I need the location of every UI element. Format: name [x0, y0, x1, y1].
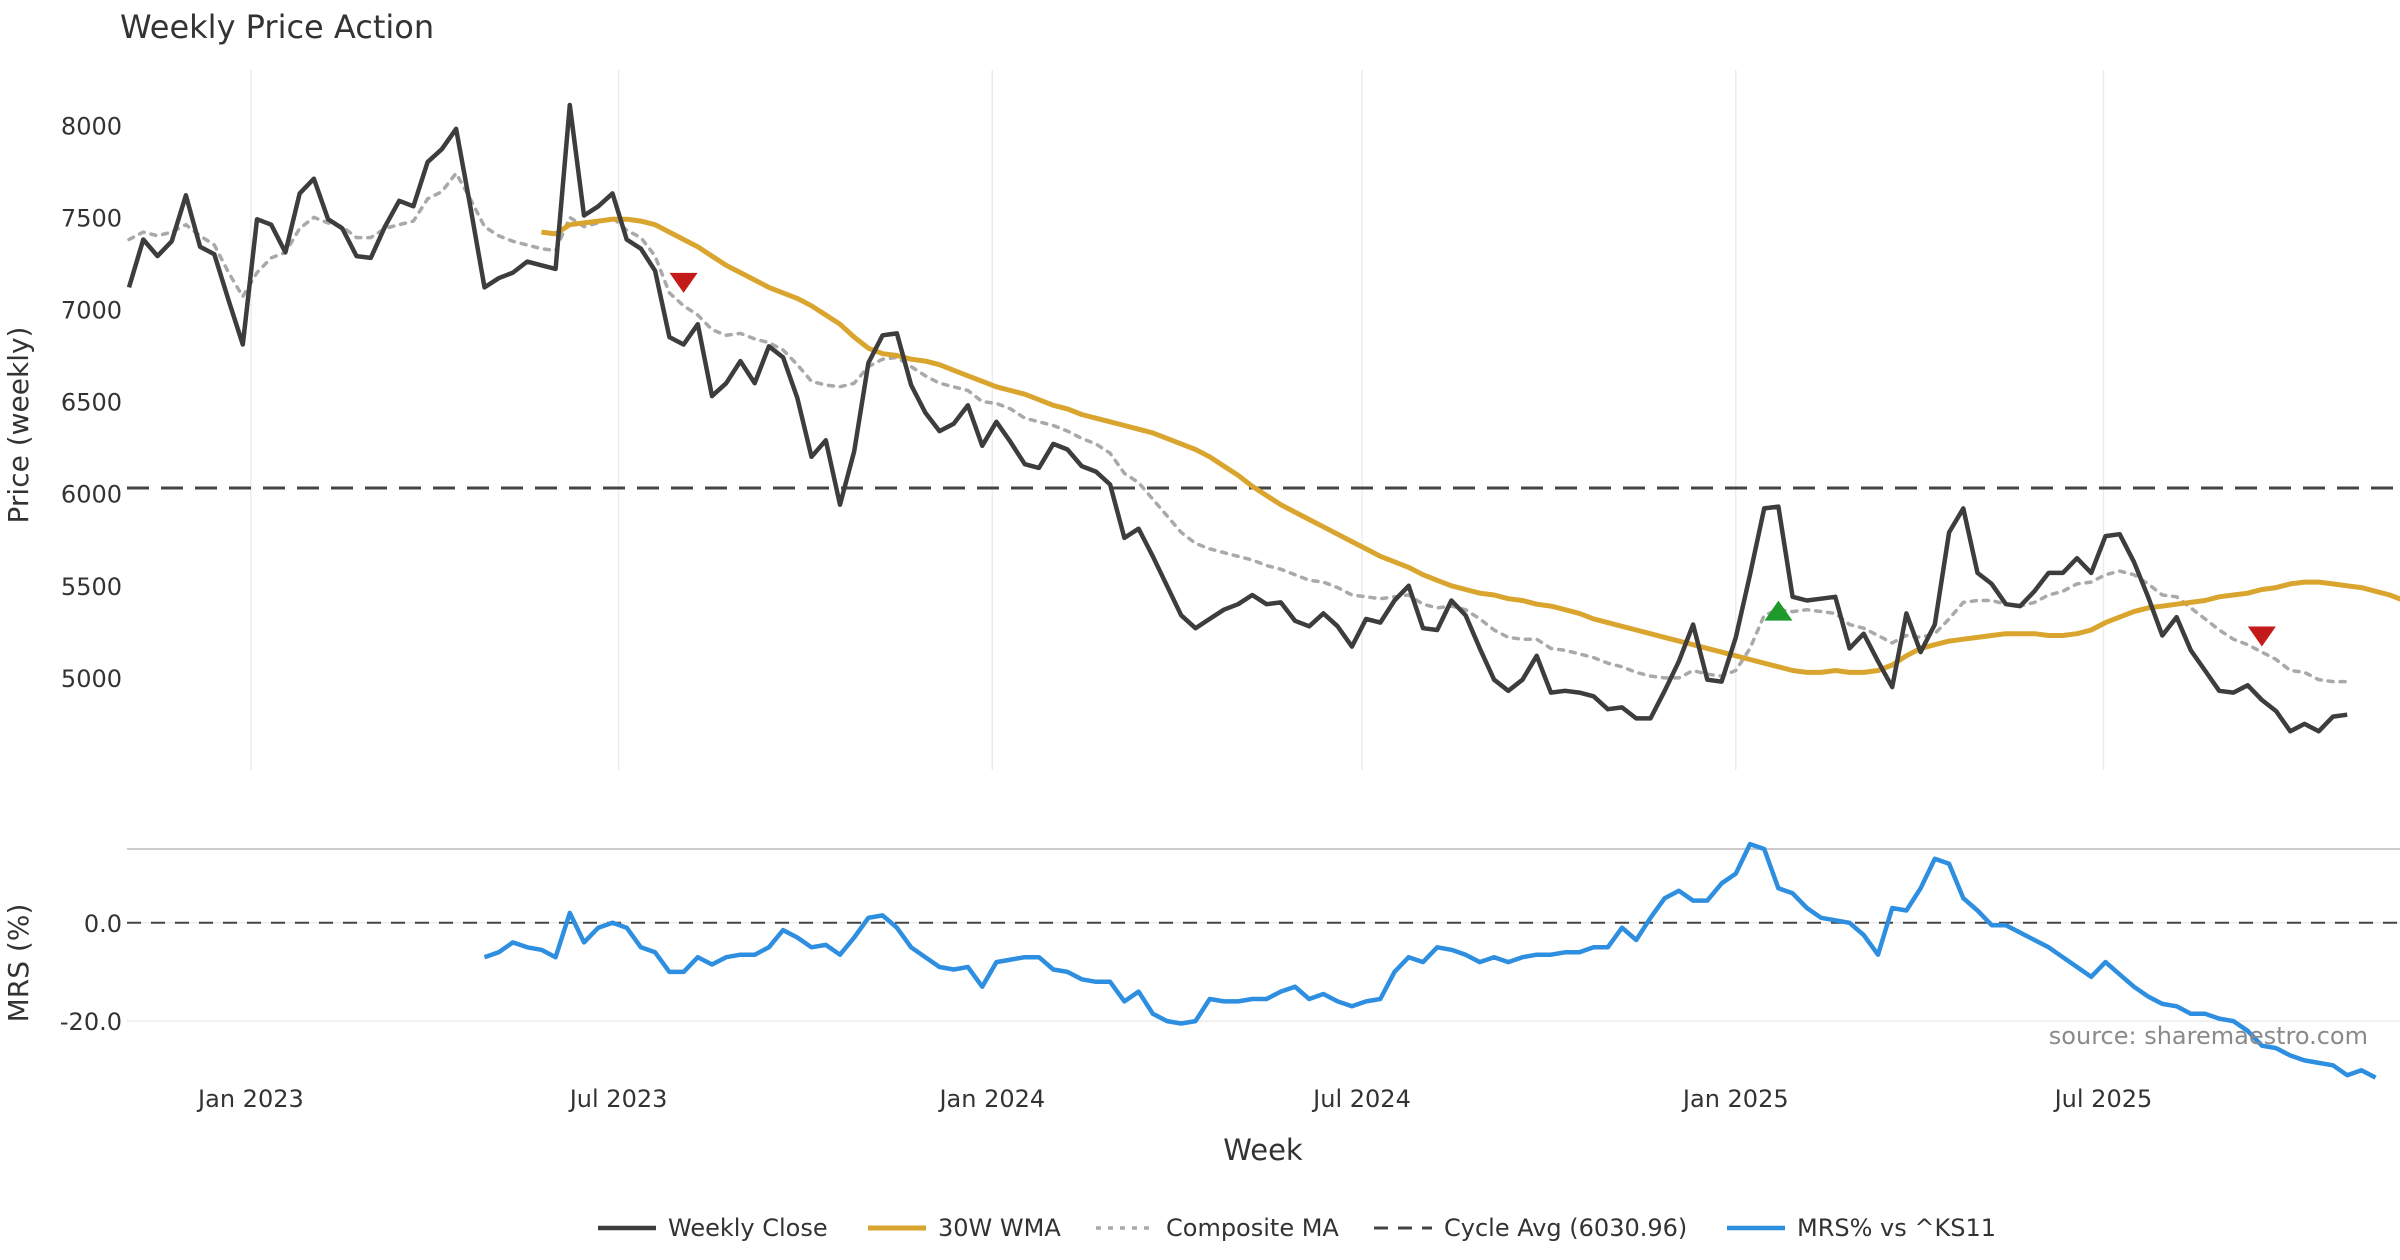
legend-item: MRS% vs ^KS11 — [1727, 1214, 1996, 1242]
chart-legend: Weekly Close 30W WMA Composite MA Cycle Avg… — [598, 1214, 1996, 1242]
legend-label: 30W WMA — [938, 1214, 1061, 1242]
x-tick-label: Jan 2024 — [937, 1085, 1045, 1113]
legend-label: Composite MA — [1166, 1214, 1339, 1242]
x-tick-label: Jul 2024 — [1311, 1085, 1411, 1113]
buy-signal-marker — [1764, 600, 1793, 621]
x-tick-label: Jul 2023 — [568, 1085, 668, 1113]
legend-item: Composite MA — [1096, 1214, 1339, 1242]
legend-item: 30W WMA — [868, 1214, 1061, 1242]
mrs-grid — [127, 922, 2400, 1022]
legend-item: Cycle Avg (6030.96) — [1374, 1214, 1687, 1242]
x-ticks: Jan 2023 Jul 2023 Jan 2024 Jul 2024 Jan 2025… — [196, 1085, 2152, 1113]
sell-signal-marker — [669, 272, 698, 293]
price-y-tick-label: 6500 — [61, 389, 122, 417]
mrs-y-axis-label: MRS (%) — [2, 904, 35, 1023]
price-y-tick-label: 5500 — [61, 573, 122, 601]
x-tick-label: Jul 2025 — [2053, 1085, 2153, 1113]
price-y-tick-label: 5000 — [61, 665, 122, 693]
x-axis-label: Week — [1223, 1133, 1303, 1167]
legend-label: Cycle Avg (6030.96) — [1444, 1214, 1687, 1242]
price-y-tick-label: 8000 — [61, 112, 122, 140]
price-y-tick-label: 6000 — [61, 481, 122, 509]
sell-signal-marker — [2247, 626, 2276, 647]
x-tick-label: Jan 2023 — [196, 1085, 304, 1113]
wma-30w-line — [541, 216, 2400, 675]
source-annotation: source: sharemaestro.com — [2049, 1022, 2368, 1050]
price-y-axis-label: Price (weekly) — [2, 327, 35, 524]
mrs-y-ticks: 0.0 -20.0 — [60, 910, 122, 1036]
mrs-y-tick-label: 0.0 — [84, 910, 122, 938]
mrs-line — [483, 841, 2377, 1080]
price-y-tick-label: 7000 — [61, 296, 122, 324]
x-tick-label: Jan 2025 — [1681, 1085, 1789, 1113]
signal-markers — [669, 272, 2276, 647]
mrs-y-tick-label: -20.0 — [60, 1008, 122, 1036]
composite-ma-line — [127, 170, 2349, 684]
legend-item: Weekly Close — [598, 1214, 828, 1242]
legend-label: Weekly Close — [668, 1214, 828, 1242]
price-grid — [250, 70, 2105, 770]
price-y-tick-label: 7500 — [61, 204, 122, 232]
chart-title: Weekly Price Action — [120, 8, 434, 46]
weekly-close-line — [126, 102, 2348, 734]
price-y-ticks: 5000 5500 6000 6500 7000 7500 8000 — [61, 112, 122, 693]
legend-label: MRS% vs ^KS11 — [1797, 1214, 1996, 1242]
